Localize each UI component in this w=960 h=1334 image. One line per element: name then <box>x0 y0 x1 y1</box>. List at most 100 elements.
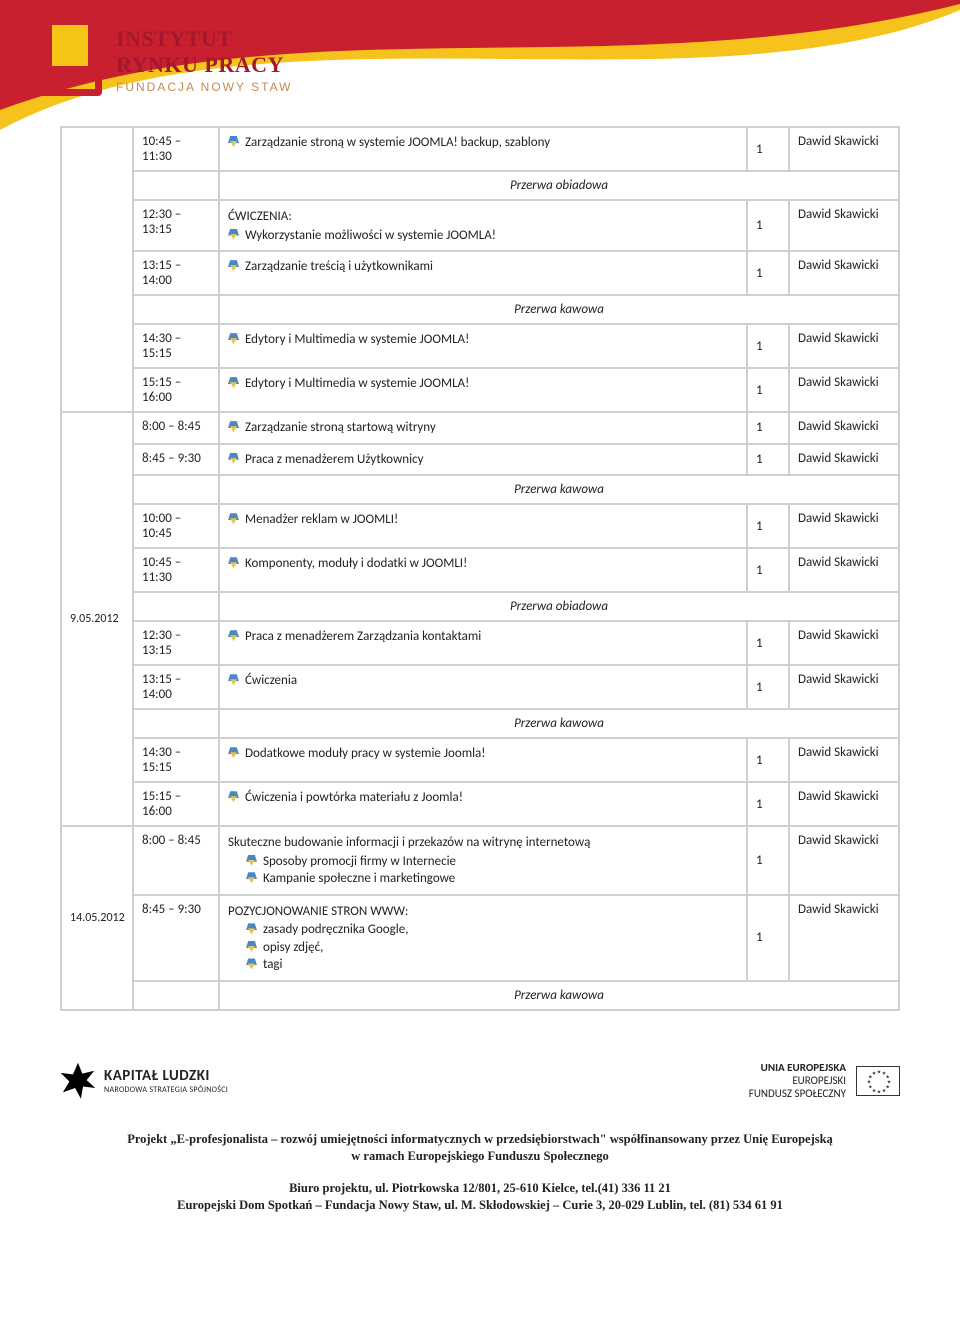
bullet-text: Edytory i Multimedia w systemie JOOMLA! <box>245 331 469 349</box>
bullet-icon <box>228 453 239 464</box>
bullet-text: Edytory i Multimedia w systemie JOOMLA! <box>245 375 469 393</box>
hours-cell: 1 <box>747 782 789 826</box>
table-row: Przerwa kawowa <box>61 295 899 324</box>
bullet-icon <box>228 513 239 524</box>
topic-cell: Ćwiczenia <box>219 665 747 709</box>
time-cell <box>133 295 219 324</box>
topic-cell: Edytory i Multimedia w systemie JOOMLA! <box>219 368 747 412</box>
bullet-text: Wykorzystanie możliwości w systemie JOOM… <box>245 227 496 245</box>
eu-logo: UNIA EUROPEJSKA EUROPEJSKI FUNDUSZ SPOŁE… <box>749 1061 900 1101</box>
hours-cell: 1 <box>747 621 789 665</box>
time-cell: 12:30 – 13:15 <box>133 200 219 251</box>
time-cell <box>133 171 219 200</box>
time-cell: 10:45 – 11:30 <box>133 127 219 171</box>
logo-line-1: INSTYTUT <box>116 26 232 51</box>
table-row: Przerwa obiadowa <box>61 592 899 621</box>
hours-cell: 1 <box>747 251 789 295</box>
trainer-cell: Dawid Skawicki <box>789 738 899 782</box>
eu-line-2: EUROPEJSKI <box>749 1074 846 1087</box>
time-cell: 14:30 – 15:15 <box>133 324 219 368</box>
schedule-content: 10:45 – 11:30 Zarządzanie stroną w system… <box>0 126 960 1031</box>
bullet-line: Komponenty, moduły i dodatki w JOOMLI! <box>228 555 738 573</box>
break-cell: Przerwa obiadowa <box>219 592 899 621</box>
table-row: 8:45 – 9:30POZYCJONOWANIE STRON WWW:zasa… <box>61 895 899 981</box>
trainer-cell: Dawid Skawicki <box>789 621 899 665</box>
kl-title: KAPITAŁ LUDZKI <box>104 1067 228 1085</box>
time-cell: 8:00 – 8:45 <box>133 826 219 895</box>
topic-cell: Zarządzanie treścią i użytkownikami <box>219 251 747 295</box>
bullet-icon <box>228 136 239 147</box>
table-row: Przerwa kawowa <box>61 475 899 504</box>
date-cell: 14.05.2012 <box>61 826 133 1010</box>
bullet-text: Zarządzanie stroną w systemie JOOMLA! ba… <box>245 134 550 152</box>
break-cell: Przerwa obiadowa <box>219 171 899 200</box>
bullet-line: Praca z menadżerem Użytkownicy <box>228 451 738 469</box>
bullet-text: Praca z menadżerem Zarządzania kontaktam… <box>245 628 481 646</box>
time-cell: 15:15 – 16:00 <box>133 782 219 826</box>
table-row: Przerwa kawowa <box>61 981 899 1010</box>
table-row: 13:15 – 14:00Ćwiczenia1Dawid Skawicki <box>61 665 899 709</box>
table-row: 10:00 – 10:45Menadżer reklam w JOOMLI!1D… <box>61 504 899 548</box>
trainer-cell: Dawid Skawicki <box>789 782 899 826</box>
bullet-line: Praca z menadżerem Zarządzania kontaktam… <box>228 628 738 646</box>
bullet-text: Zarządzanie treścią i użytkownikami <box>245 258 433 276</box>
bullet-icon <box>246 923 257 934</box>
eu-line-1: UNIA EUROPEJSKA <box>749 1061 846 1074</box>
bullet-icon <box>246 855 257 866</box>
bullet-text: Ćwiczenia <box>245 672 297 690</box>
time-cell: 8:45 – 9:30 <box>133 444 219 476</box>
bullet-icon <box>246 941 257 952</box>
topic-cell: Menadżer reklam w JOOMLI! <box>219 504 747 548</box>
hours-cell: 1 <box>747 548 789 592</box>
bullet-text: opisy zdjęć, <box>263 939 323 957</box>
bullet-text: Kampanie społeczne i marketingowe <box>263 870 455 888</box>
hours-cell: 1 <box>747 826 789 895</box>
trainer-cell: Dawid Skawicki <box>789 826 899 895</box>
topic-cell: Ćwiczenia i powtórka materiału z Joomla! <box>219 782 747 826</box>
bullet-icon <box>246 958 257 969</box>
bullet-line: Dodatkowe moduły pracy w systemie Joomla… <box>228 745 738 763</box>
table-row: 12:30 – 13:15 Praca z menadżerem Zarządza… <box>61 621 899 665</box>
hours-cell: 1 <box>747 412 789 444</box>
bullet-line: Sposoby promocji firmy w Internecie <box>228 853 738 871</box>
trainer-cell: Dawid Skawicki <box>789 548 899 592</box>
star-icon <box>60 1063 96 1099</box>
bullet-text: Zarządzanie stroną startową witryny <box>245 419 436 437</box>
break-cell: Przerwa kawowa <box>219 475 899 504</box>
hours-cell: 1 <box>747 504 789 548</box>
topic-cell: Dodatkowe moduły pracy w systemie Joomla… <box>219 738 747 782</box>
hours-cell: 1 <box>747 738 789 782</box>
bullet-text: tagi <box>263 956 283 974</box>
logo-text: INSTYTUT RYNKU PRACY FUNDACJA NOWY STAW <box>116 18 292 94</box>
footer-text: Projekt „E-profesjonalista – rozwój umie… <box>60 1131 900 1215</box>
bullet-line: Edytory i Multimedia w systemie JOOMLA! <box>228 331 738 349</box>
project-line-1: Projekt „E-profesjonalista – rozwój umie… <box>127 1132 833 1146</box>
bullet-line: Ćwiczenia i powtórka materiału z Joomla! <box>228 789 738 807</box>
bullet-icon <box>228 333 239 344</box>
time-cell <box>133 981 219 1010</box>
bullet-icon <box>228 630 239 641</box>
bullet-icon <box>228 557 239 568</box>
time-cell: 14:30 – 15:15 <box>133 738 219 782</box>
time-cell: 10:00 – 10:45 <box>133 504 219 548</box>
bullet-text: Ćwiczenia i powtórka materiału z Joomla! <box>245 789 463 807</box>
date-cell: 9.05.2012 <box>61 412 133 826</box>
table-row: 8:45 – 9:30 Praca z menadżerem Użytkownic… <box>61 444 899 476</box>
table-row: Przerwa kawowa <box>61 709 899 738</box>
topic-cell: Skuteczne budowanie informacji i przekaz… <box>219 826 747 895</box>
bullet-line: Zarządzanie stroną startową witryny <box>228 419 738 437</box>
table-row: Przerwa obiadowa <box>61 171 899 200</box>
topic-cell: ĆWICZENIA:Wykorzystanie możliwości w sys… <box>219 200 747 251</box>
time-cell: 12:30 – 13:15 <box>133 621 219 665</box>
trainer-cell: Dawid Skawicki <box>789 444 899 476</box>
topic-cell: Zarządzanie stroną w systemie JOOMLA! ba… <box>219 127 747 171</box>
kl-subtitle: NARODOWA STRATEGIA SPÓJNOŚCI <box>104 1085 228 1095</box>
bullet-line: Kampanie społeczne i marketingowe <box>228 870 738 888</box>
eu-flag-icon <box>856 1066 900 1096</box>
topic-cell: Edytory i Multimedia w systemie JOOMLA! <box>219 324 747 368</box>
biuro-line: Biuro projektu, ul. Piotrkowska 12/801, … <box>60 1180 900 1198</box>
plain-text: Skuteczne budowanie informacji i przekaz… <box>228 833 738 853</box>
time-cell <box>133 475 219 504</box>
hours-cell: 1 <box>747 895 789 981</box>
trainer-cell: Dawid Skawicki <box>789 127 899 171</box>
